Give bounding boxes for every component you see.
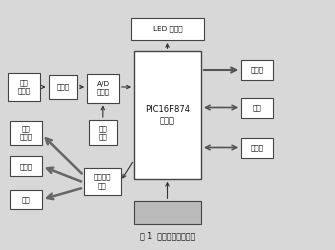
- Text: A/D
转换器: A/D 转换器: [96, 81, 110, 95]
- Bar: [241, 138, 273, 158]
- Bar: [134, 201, 201, 224]
- Text: 存储器: 存储器: [251, 144, 264, 151]
- Bar: [10, 156, 42, 176]
- Bar: [49, 75, 77, 99]
- Text: 键盘: 键盘: [253, 104, 262, 111]
- Text: 放大器: 放大器: [56, 84, 69, 90]
- Bar: [241, 60, 273, 80]
- Text: 蜂鸣器: 蜂鸣器: [251, 67, 264, 73]
- Text: 电压
参考: 电压 参考: [98, 125, 108, 140]
- Text: PIC16F874
单片机: PIC16F874 单片机: [145, 105, 190, 125]
- Bar: [10, 121, 42, 145]
- Bar: [131, 18, 204, 40]
- Text: 压力
传感器: 压力 传感器: [19, 126, 32, 140]
- Text: 真空泵: 真空泵: [19, 163, 32, 170]
- Text: 图 1  控制部分电路框图: 图 1 控制部分电路框图: [140, 232, 195, 241]
- Bar: [10, 190, 42, 209]
- Bar: [241, 98, 273, 117]
- Bar: [84, 168, 121, 195]
- Text: 阀门: 阀门: [21, 196, 30, 203]
- Text: 称重
传感器: 称重 传感器: [18, 80, 31, 94]
- Bar: [134, 51, 201, 179]
- Bar: [89, 120, 117, 145]
- Text: 触发控制
电路: 触发控制 电路: [93, 174, 111, 188]
- Bar: [87, 74, 119, 102]
- Text: LED 显示器: LED 显示器: [153, 26, 182, 32]
- Bar: [8, 72, 40, 101]
